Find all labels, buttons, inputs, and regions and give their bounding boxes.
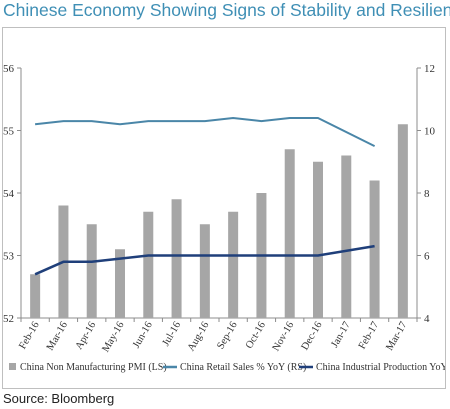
legend-item-retail-sales: China Retail Sales % YoY (RS) xyxy=(180,362,306,373)
x-tick-label: Jan-17 xyxy=(329,320,353,350)
bar-non-manufacturing-pmi xyxy=(199,224,210,318)
left-tick-label: 53 xyxy=(3,251,15,263)
x-tick-label: Mar-17 xyxy=(384,320,409,353)
x-tick-label: May-16 xyxy=(100,320,126,354)
chart-title: Chinese Economy Showing Signs of Stabili… xyxy=(3,0,450,20)
x-tick-label: Apr-16 xyxy=(74,320,99,352)
x-tick-label: Dec-16 xyxy=(300,320,325,352)
bar-non-manufacturing-pmi xyxy=(284,149,295,318)
right-tick-label: 8 xyxy=(424,188,430,200)
bar-non-manufacturing-pmi xyxy=(397,124,408,318)
line-industrial-production xyxy=(34,244,375,276)
bar-non-manufacturing-pmi xyxy=(341,155,352,318)
bar-non-manufacturing-pmi xyxy=(369,180,380,318)
legend-item-pmi: China Non Manufacturing PMI (LS) xyxy=(20,362,167,373)
x-tick-label: Jul-16 xyxy=(161,320,184,348)
bar-non-manufacturing-pmi xyxy=(86,224,97,318)
left-tick-label: 56 xyxy=(3,63,15,75)
line-retail-sales xyxy=(34,117,376,147)
bar-non-manufacturing-pmi xyxy=(30,274,41,318)
right-tick-label: 10 xyxy=(424,126,436,138)
chart: 52 53 54 55 56 4 6 8 10 12 Feb-16 Mar-16 Apr-16 May-1… xyxy=(3,63,445,373)
x-tick-label: Mar-16 xyxy=(45,320,70,353)
bar-non-manufacturing-pmi xyxy=(115,249,125,318)
legend-item-industrial-production: China Industrial Production YoY (RS) xyxy=(316,362,445,373)
x-tick-label: Oct-16 xyxy=(244,320,268,351)
legend-swatch-pmi xyxy=(9,363,16,370)
source-note: Source: Bloomberg xyxy=(3,391,115,406)
left-tick-label: 52 xyxy=(3,313,14,325)
x-tick-label: Sep-16 xyxy=(215,320,239,351)
bar-non-manufacturing-pmi xyxy=(228,211,239,318)
right-tick-label: 4 xyxy=(424,313,430,325)
chart-frame: 52 53 54 55 56 4 6 8 10 12 Feb-16 Mar-16 Apr-16 May-1… xyxy=(2,27,446,389)
x-tick-label: Feb-16 xyxy=(17,320,41,351)
right-tick-label: 12 xyxy=(424,63,435,75)
x-tick-label: Feb-17 xyxy=(357,320,381,351)
x-tick-label: Aug-16 xyxy=(186,320,212,353)
x-tick-label: Jun-16 xyxy=(131,320,155,350)
left-tick-label: 55 xyxy=(3,126,15,138)
x-tick-label: Nov-16 xyxy=(271,320,297,353)
bar-non-manufacturing-pmi xyxy=(171,199,182,318)
bar-non-manufacturing-pmi xyxy=(313,161,323,318)
bar-non-manufacturing-pmi xyxy=(143,211,154,318)
right-tick-label: 6 xyxy=(424,251,430,263)
left-tick-label: 54 xyxy=(3,188,15,200)
